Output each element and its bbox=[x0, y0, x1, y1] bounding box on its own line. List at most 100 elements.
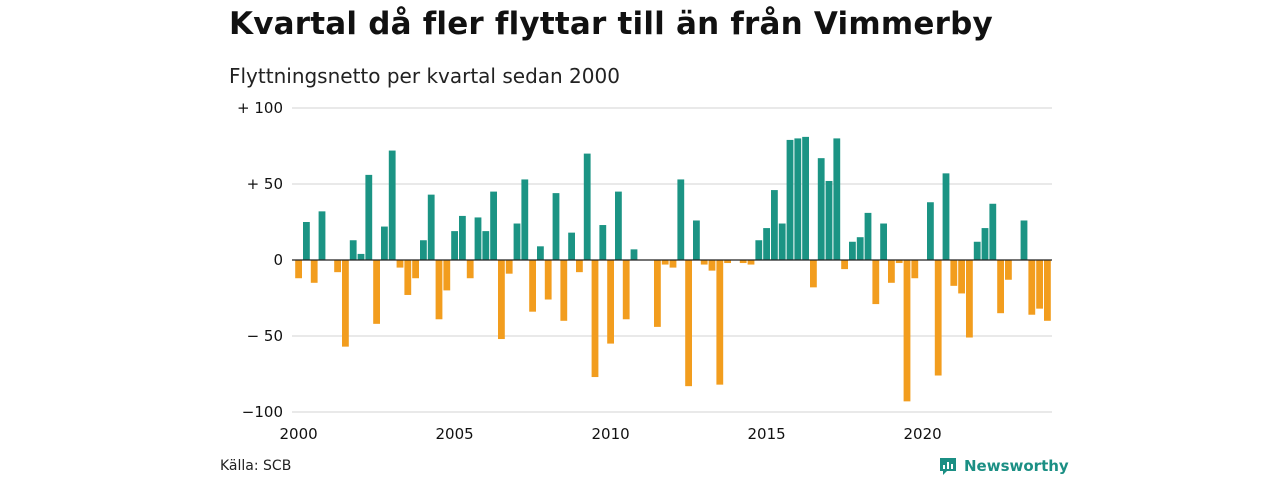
bar bbox=[576, 260, 583, 273]
bar bbox=[716, 260, 724, 385]
bar bbox=[872, 260, 880, 305]
newsworthy-logo: Newsworthy bbox=[938, 456, 1069, 476]
bar bbox=[615, 191, 622, 260]
bar bbox=[310, 260, 318, 283]
bar bbox=[856, 237, 864, 260]
bar bbox=[482, 231, 490, 260]
bar bbox=[435, 260, 443, 320]
bar bbox=[981, 228, 989, 260]
bar bbox=[365, 174, 373, 260]
y-tick-label: + 50 bbox=[247, 175, 283, 193]
bar bbox=[505, 260, 513, 274]
bar bbox=[560, 260, 568, 321]
bar bbox=[771, 190, 778, 260]
bar bbox=[833, 138, 841, 260]
bar bbox=[412, 260, 419, 279]
bar bbox=[693, 220, 700, 260]
bar bbox=[911, 260, 919, 279]
bar bbox=[950, 260, 958, 286]
bar bbox=[459, 215, 466, 260]
bar bbox=[537, 246, 544, 260]
bar bbox=[685, 260, 692, 387]
bar bbox=[849, 241, 856, 260]
bar bbox=[568, 232, 575, 260]
bar bbox=[583, 153, 591, 260]
bar bbox=[934, 260, 942, 376]
bar bbox=[342, 260, 349, 347]
bar bbox=[490, 191, 497, 260]
bar bbox=[989, 203, 997, 260]
bar bbox=[677, 179, 685, 260]
bar bbox=[349, 240, 357, 260]
bar bbox=[630, 249, 638, 260]
bar bbox=[841, 260, 848, 270]
y-tick-label: − 50 bbox=[247, 327, 283, 345]
y-tick-label: −100 bbox=[242, 403, 283, 421]
bar bbox=[927, 202, 934, 260]
bar bbox=[997, 260, 1004, 314]
bar bbox=[334, 260, 341, 273]
bar bbox=[973, 241, 981, 260]
bar bbox=[661, 260, 669, 265]
bar bbox=[607, 260, 614, 344]
bar bbox=[373, 260, 380, 324]
bar bbox=[942, 173, 950, 260]
bar bbox=[521, 179, 529, 260]
y-tick-label: 0 bbox=[273, 251, 283, 269]
bar bbox=[739, 260, 747, 264]
bar bbox=[544, 260, 552, 300]
chart-title: Kvartal då fler flyttar till än från Vim… bbox=[229, 6, 993, 42]
brand-name: Newsworthy bbox=[964, 457, 1069, 475]
bar bbox=[1028, 260, 1036, 315]
bar bbox=[513, 223, 521, 260]
bar bbox=[388, 150, 396, 260]
bar bbox=[498, 260, 505, 340]
bar bbox=[755, 240, 763, 260]
bar bbox=[529, 260, 536, 312]
bar bbox=[1005, 260, 1012, 280]
bar bbox=[427, 194, 435, 260]
x-tick-label: 2010 bbox=[592, 425, 630, 443]
bar bbox=[880, 223, 887, 260]
bar bbox=[669, 260, 677, 268]
bar bbox=[420, 240, 427, 260]
bar bbox=[724, 260, 731, 264]
bar bbox=[778, 223, 786, 260]
bar bbox=[1020, 220, 1028, 260]
source-note: Källa: SCB bbox=[220, 458, 292, 474]
bar bbox=[708, 260, 716, 271]
bar bbox=[794, 138, 802, 260]
bar bbox=[404, 260, 412, 295]
bar bbox=[381, 226, 388, 260]
x-tick-label: 2005 bbox=[436, 425, 474, 443]
bar bbox=[802, 136, 809, 260]
bar bbox=[903, 260, 911, 402]
bar bbox=[357, 253, 365, 260]
bar bbox=[552, 193, 560, 260]
bar bbox=[654, 260, 661, 327]
x-tick-label: 2020 bbox=[904, 425, 942, 443]
bar bbox=[295, 260, 302, 279]
bar bbox=[443, 260, 451, 291]
bar bbox=[888, 260, 895, 283]
newsworthy-logo-icon bbox=[940, 458, 956, 475]
bar bbox=[1044, 260, 1051, 321]
bar bbox=[825, 180, 833, 260]
bar bbox=[303, 222, 310, 260]
x-tick-label: 2015 bbox=[748, 425, 786, 443]
bar bbox=[591, 260, 599, 378]
bar bbox=[958, 260, 965, 294]
bar bbox=[966, 260, 973, 338]
bar bbox=[763, 228, 770, 260]
bar bbox=[622, 260, 630, 320]
bar bbox=[810, 260, 817, 288]
bar bbox=[786, 139, 794, 260]
bar bbox=[396, 260, 404, 268]
bar bbox=[747, 260, 755, 265]
bar bbox=[474, 217, 482, 260]
bar bbox=[599, 225, 607, 260]
bar bbox=[451, 231, 458, 260]
chart-subtitle: Flyttningsnetto per kvartal sedan 2000 bbox=[229, 64, 620, 88]
y-tick-label: + 100 bbox=[237, 99, 283, 117]
